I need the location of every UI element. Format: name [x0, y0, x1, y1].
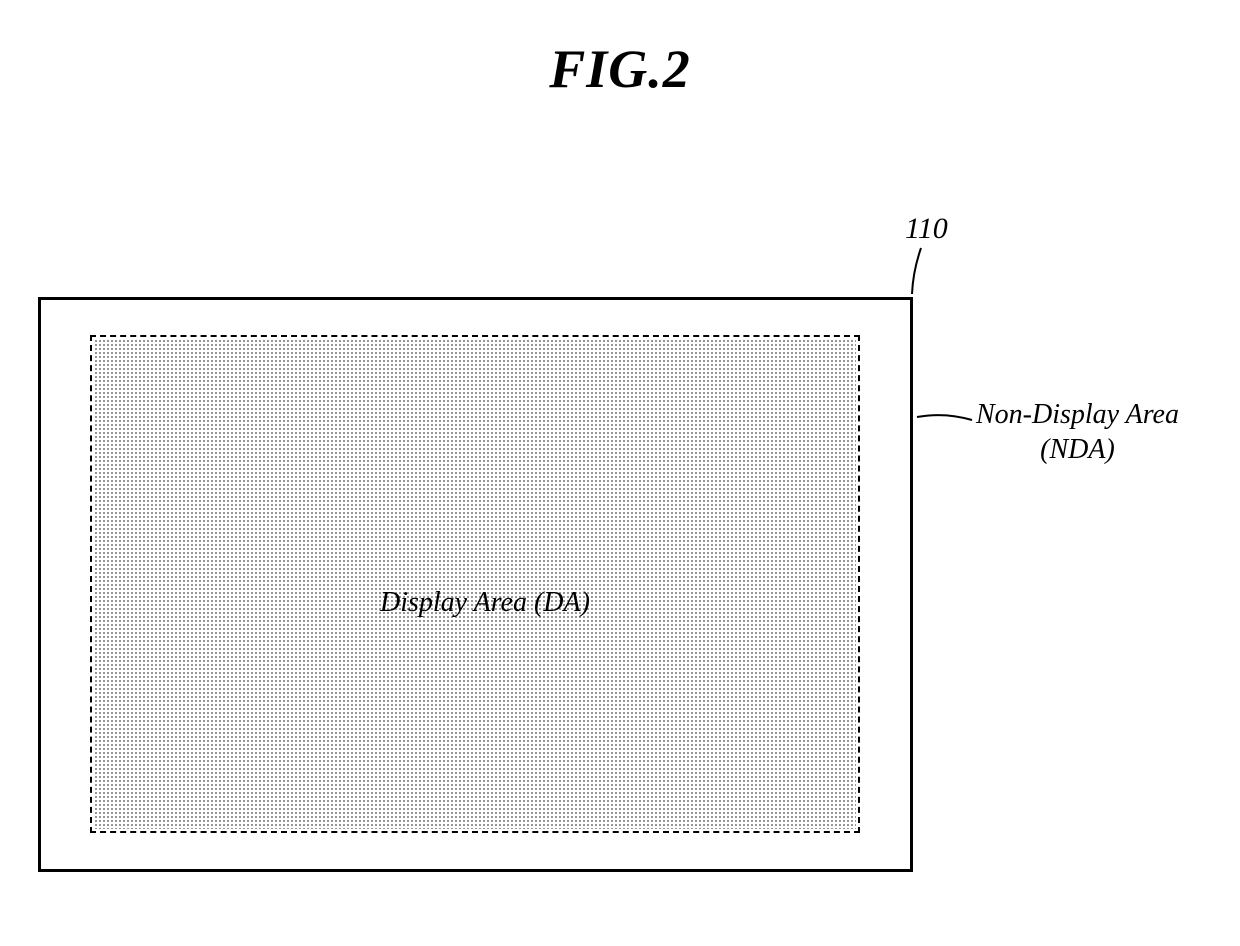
reference-number-110: 110: [905, 212, 948, 246]
nda-leader-line: [917, 415, 972, 420]
figure-title: FIG.2: [0, 38, 1240, 100]
nda-label-line1: Non-Display Area: [976, 399, 1179, 430]
ref-leader-line: [912, 248, 921, 294]
non-display-area-label: Non-Display Area (NDA): [976, 397, 1179, 467]
figure-canvas: FIG.2 110 Display Area (DA) Non-Display …: [0, 0, 1240, 946]
display-area-fill: [94, 339, 856, 829]
nda-label-line2: (NDA): [1040, 434, 1115, 465]
display-area-label: Display Area (DA): [380, 587, 590, 619]
display-area-rect: [90, 335, 860, 833]
